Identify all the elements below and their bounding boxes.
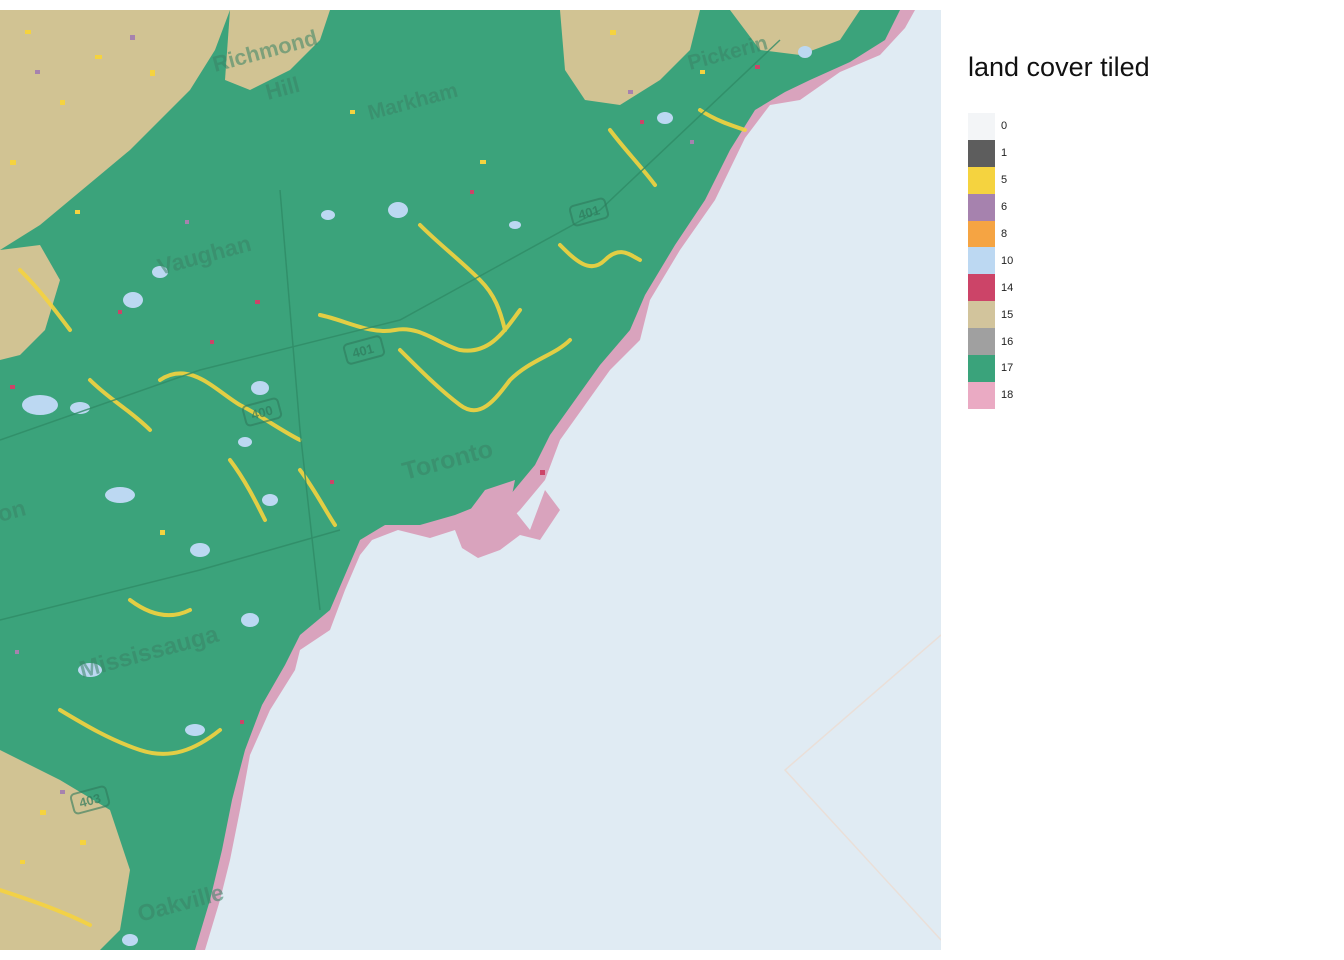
legend-label: 10 [1001, 254, 1014, 267]
legend-item: 6 [968, 193, 1328, 221]
highway-shield-401-a: 401 [342, 335, 386, 365]
farmland-15-ne2 [730, 10, 860, 55]
legend-swatch [968, 247, 995, 275]
legend-swatch [968, 220, 995, 248]
wetland-6 [15, 35, 694, 794]
urban-5 [0, 108, 747, 927]
legend-label: 0 [1001, 120, 1008, 133]
highway-shield-400: 400 [241, 397, 283, 427]
legend-list: 0 1 5 6 8 10 14 15 16 17 18 [968, 113, 1328, 409]
legend-swatch [968, 274, 995, 302]
legend-label: 14 [1001, 281, 1014, 294]
legend-item: 8 [968, 220, 1328, 248]
industrial-14 [10, 65, 760, 724]
legend-swatch [968, 328, 995, 356]
legend-swatch [968, 113, 995, 140]
svg-text:401: 401 [577, 202, 602, 222]
legend-label: 5 [1001, 174, 1008, 187]
svg-text:400: 400 [250, 402, 275, 422]
urban-5-specks [10, 30, 705, 864]
legend-label: 17 [1001, 362, 1014, 375]
legend-label: 18 [1001, 389, 1014, 402]
legend-swatch [968, 166, 995, 194]
legend-swatch [968, 381, 995, 409]
legend-item: 18 [968, 381, 1328, 409]
legend-swatch [968, 139, 995, 167]
legend: land cover tiled 0 1 5 6 8 10 14 15 16 1… [968, 50, 1328, 409]
legend-label: 16 [1001, 335, 1014, 348]
legend-label: 15 [1001, 308, 1014, 321]
legend-label: 1 [1001, 147, 1008, 160]
legend-label: 6 [1001, 201, 1008, 214]
land-cover-map: Richmond Hill Markham Vaughan Toronto Mi… [0, 10, 941, 950]
land-17 [0, 10, 900, 950]
legend-swatch [968, 301, 995, 329]
legend-item: 10 [968, 247, 1328, 275]
legend-item: 1 [968, 139, 1328, 167]
legend-item: 16 [968, 328, 1328, 356]
svg-text:403: 403 [78, 790, 103, 810]
legend-item: 0 [968, 113, 1328, 140]
svg-text:401: 401 [351, 341, 376, 361]
legend-swatch [968, 193, 995, 221]
roads [0, 39, 781, 621]
farmland-15-ne [560, 10, 700, 105]
legend-item: 5 [968, 166, 1328, 194]
toronto-harbour-18 [455, 480, 560, 558]
legend-swatch [968, 355, 995, 382]
farmland-15-nw [0, 10, 230, 250]
legend-title: land cover tiled [968, 52, 1150, 82]
highway-shield-401-b: 401 [568, 197, 610, 227]
legend-item: 15 [968, 301, 1328, 329]
map-canvas[interactable]: Richmond Hill Markham Vaughan Toronto Mi… [0, 10, 941, 950]
tile-boundary [783, 634, 941, 941]
legend-item: 14 [968, 274, 1328, 302]
water-10 [22, 46, 812, 946]
legend-label: 8 [1001, 228, 1008, 240]
legend-item: 17 [968, 355, 1328, 382]
farmland-15-w [0, 245, 60, 360]
highway-shield-403: 403 [69, 785, 111, 815]
farmland-15-n [225, 10, 330, 90]
